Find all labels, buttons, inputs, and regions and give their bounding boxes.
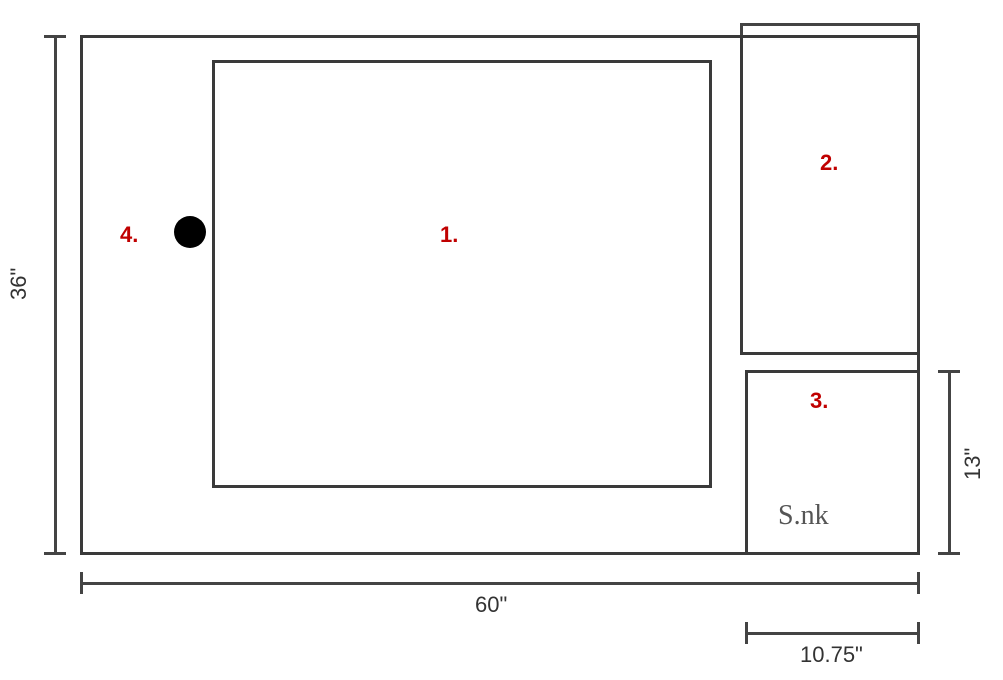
region-1 <box>212 60 712 488</box>
dim-1075-tick-l <box>745 622 748 644</box>
dim-13-tick-top <box>938 370 960 373</box>
region-2 <box>740 35 920 355</box>
label-3: 3. <box>810 388 828 414</box>
dim-36-label: 36" <box>6 268 32 300</box>
label-2: 2. <box>820 150 838 176</box>
dim-1075-line <box>745 632 920 635</box>
dim-60-label: 60" <box>475 592 507 618</box>
dim-36-tick-bot <box>44 552 66 555</box>
dim-13-tick-bot <box>938 552 960 555</box>
dim-36-line <box>54 35 57 555</box>
label-1: 1. <box>440 222 458 248</box>
marker-dot <box>174 216 206 248</box>
diagram-canvas: 1. 2. 3. 4. S.nk 36" 60" 13" 10.75" <box>0 0 1003 680</box>
dim-13-line <box>948 370 951 555</box>
dim-13-label: 13" <box>960 448 986 480</box>
dim-60-tick-r <box>917 572 920 594</box>
region-3 <box>745 370 920 555</box>
top-notch-line <box>740 23 920 26</box>
dim-60-line <box>80 582 920 585</box>
dim-1075-tick-r <box>917 622 920 644</box>
label-4: 4. <box>120 222 138 248</box>
dim-60-tick-l <box>80 572 83 594</box>
dim-36-tick-top <box>44 35 66 38</box>
sink-label: S.nk <box>778 500 829 532</box>
dim-1075-label: 10.75" <box>800 642 863 668</box>
